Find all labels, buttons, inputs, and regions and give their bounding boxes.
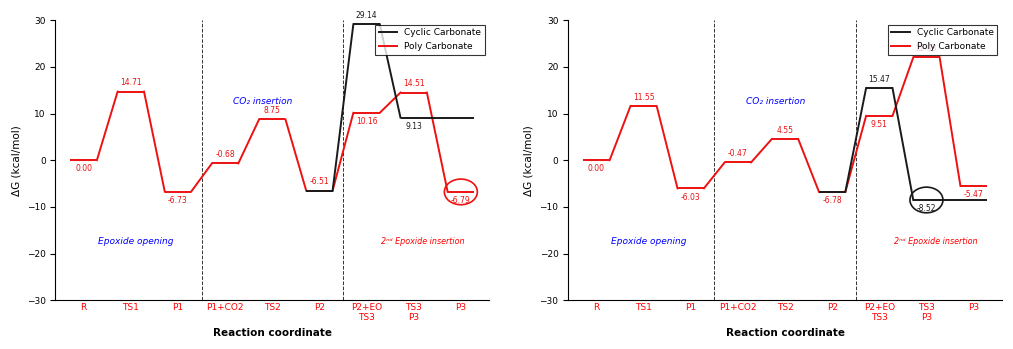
Text: -0.47: -0.47 [728,149,748,158]
Text: -6.78: -6.78 [823,196,842,205]
Legend: Cyclic Carbonate, Poly Carbonate: Cyclic Carbonate, Poly Carbonate [887,25,998,54]
Text: 2ⁿᵈ Epoxide insertion: 2ⁿᵈ Epoxide insertion [894,237,978,246]
Y-axis label: ΔG (kcal/mol): ΔG (kcal/mol) [524,125,534,195]
Text: CO₂ insertion: CO₂ insertion [746,97,805,106]
Text: 29.14: 29.14 [356,11,378,20]
Text: 8.75: 8.75 [263,106,281,115]
Text: -6.73: -6.73 [168,196,187,205]
X-axis label: Reaction coordinate: Reaction coordinate [213,328,332,338]
Text: 4.55: 4.55 [777,126,793,135]
Text: 9.51: 9.51 [871,120,887,129]
Text: 2ⁿᵈ Epoxide insertion: 2ⁿᵈ Epoxide insertion [381,237,465,246]
Text: 14.71: 14.71 [120,79,142,87]
Text: 0.00: 0.00 [75,164,92,173]
X-axis label: Reaction coordinate: Reaction coordinate [725,328,845,338]
Y-axis label: ΔG (kcal/mol): ΔG (kcal/mol) [11,125,21,195]
Text: 15.47: 15.47 [868,75,890,84]
Text: Epoxide opening: Epoxide opening [611,237,686,246]
Text: 9.13: 9.13 [405,122,422,131]
Text: -8.52: -8.52 [917,204,936,213]
Text: 11.55: 11.55 [633,93,654,102]
Text: 22.03: 22.03 [916,44,937,53]
Text: 14.51: 14.51 [403,79,424,88]
Text: -6.03: -6.03 [681,193,701,201]
Legend: Cyclic Carbonate, Poly Carbonate: Cyclic Carbonate, Poly Carbonate [375,25,484,54]
Text: 0.00: 0.00 [588,164,605,173]
Text: Epoxide opening: Epoxide opening [98,237,173,246]
Text: 10.16: 10.16 [356,117,378,126]
Text: -5.47: -5.47 [963,190,984,199]
Text: -6.51: -6.51 [310,177,329,186]
Text: -0.68: -0.68 [216,150,235,159]
Text: -6.79: -6.79 [451,196,471,205]
Text: CO₂ insertion: CO₂ insertion [233,97,293,106]
